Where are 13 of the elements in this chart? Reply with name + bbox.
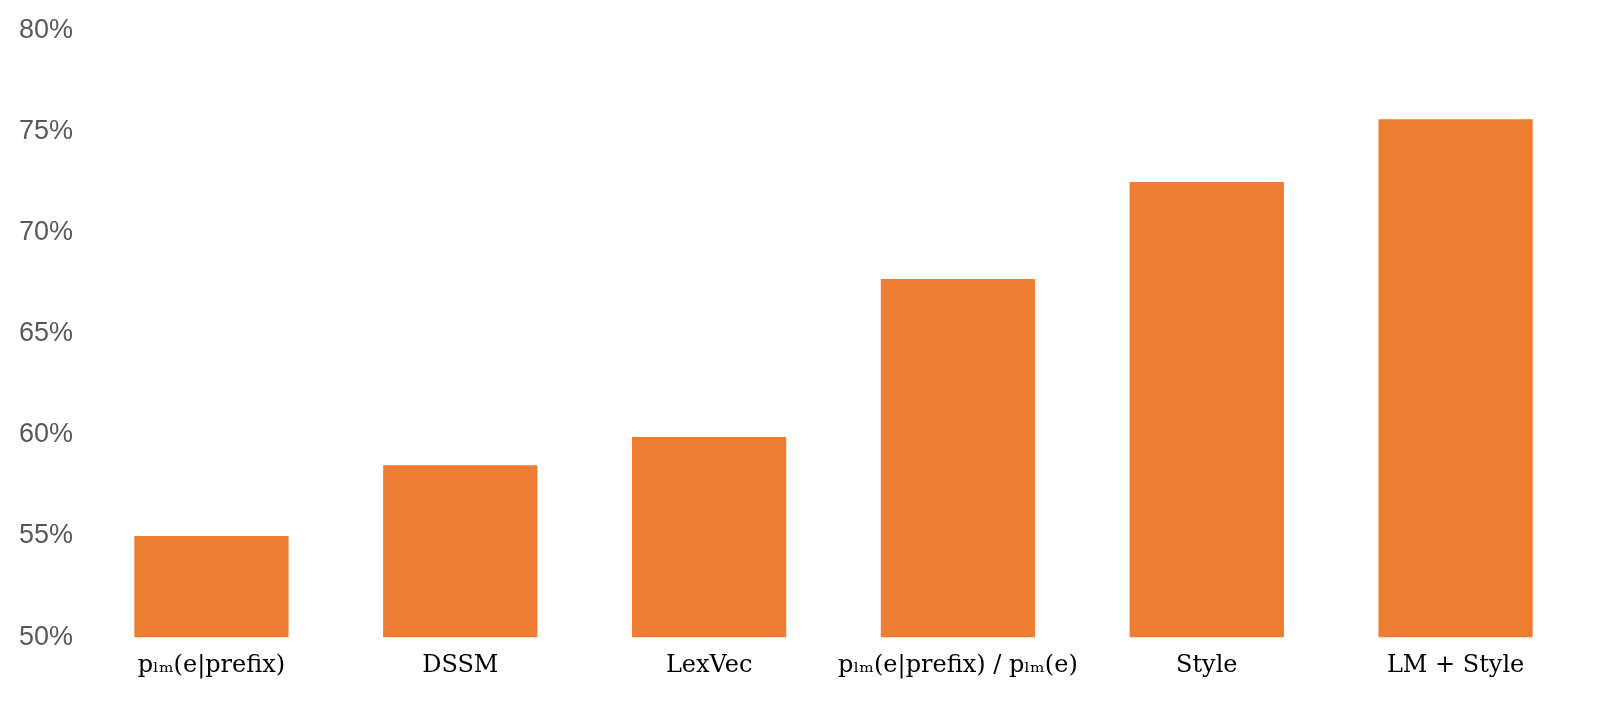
y-tick-label: 50% — [18, 620, 74, 651]
x-tick-label: LexVec — [665, 649, 753, 678]
y-tick-label: 60% — [18, 418, 74, 449]
x-tick-label: DSSM — [422, 649, 499, 678]
y-tick-label: 75% — [18, 114, 74, 145]
x-tick-label: LM + Style — [1386, 649, 1525, 678]
x-tick-label: pₗₘ(e|prefix) — [137, 649, 286, 679]
x-tick-label: pₗₘ(e|prefix) / pₗₘ(e) — [838, 649, 1078, 679]
x-tick-label: Style — [1175, 649, 1238, 678]
y-tick-label: 65% — [18, 317, 74, 348]
y-tick-label: 55% — [18, 519, 74, 550]
y-tick-label: 70% — [18, 215, 74, 246]
y-tick-label: 80% — [18, 13, 74, 44]
